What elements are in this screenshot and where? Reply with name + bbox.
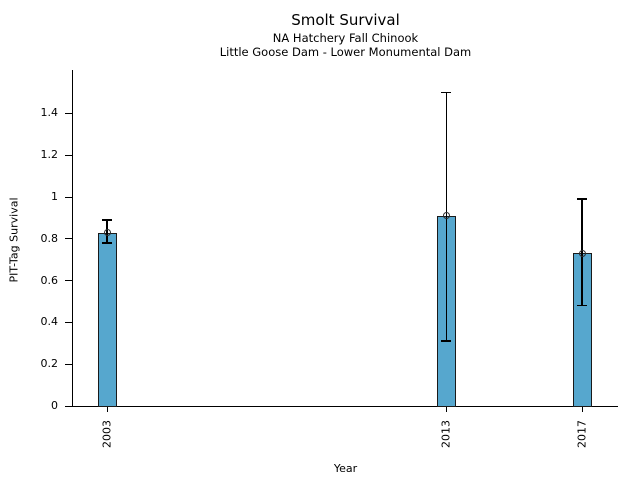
error-bar-cap-bottom bbox=[102, 242, 112, 244]
y-tick bbox=[65, 238, 72, 240]
error-bar-cap-top bbox=[577, 198, 588, 200]
y-tick bbox=[65, 112, 72, 114]
error-bar-cap-bottom bbox=[577, 304, 588, 307]
error-bar-cap-top bbox=[102, 219, 112, 221]
chart-subtitle-line2: Little Goose Dam - Lower Monumental Dam bbox=[219, 45, 472, 59]
x-tick-label: 2003 bbox=[100, 420, 114, 448]
y-tick bbox=[65, 363, 72, 365]
x-tick bbox=[445, 407, 447, 412]
y-axis-line bbox=[72, 70, 73, 407]
y-tick-label: 1.2 bbox=[40, 148, 59, 162]
y-tick bbox=[65, 154, 72, 156]
y-tick bbox=[65, 321, 72, 323]
data-point-marker bbox=[103, 229, 111, 237]
y-tick bbox=[65, 280, 72, 282]
chart-title: Smolt Survival bbox=[291, 11, 400, 29]
x-tick-label: 2013 bbox=[439, 420, 453, 448]
y-tick bbox=[65, 196, 72, 198]
error-bar-cap-top bbox=[441, 91, 452, 94]
y-tick-label: 0.8 bbox=[40, 231, 59, 245]
error-bar-cap-bottom bbox=[441, 340, 452, 342]
x-tick bbox=[581, 407, 583, 412]
x-axis-line bbox=[72, 406, 618, 407]
x-axis-label: Year bbox=[333, 462, 358, 475]
y-tick-label: 0.2 bbox=[40, 357, 59, 371]
y-tick bbox=[65, 405, 72, 407]
x-tick-label: 2017 bbox=[575, 420, 589, 448]
data-point-marker bbox=[442, 212, 450, 220]
y-tick-label: 1.4 bbox=[40, 106, 59, 120]
y-tick-label: 1 bbox=[51, 190, 58, 203]
y-tick-label: 0 bbox=[51, 399, 58, 412]
bar bbox=[97, 232, 117, 407]
x-tick bbox=[106, 407, 108, 412]
chart-subtitle-line1: NA Hatchery Fall Chinook bbox=[272, 31, 419, 45]
y-tick-label: 0.4 bbox=[40, 315, 59, 329]
y-tick-label: 0.6 bbox=[40, 273, 59, 287]
data-point-marker bbox=[578, 249, 586, 257]
